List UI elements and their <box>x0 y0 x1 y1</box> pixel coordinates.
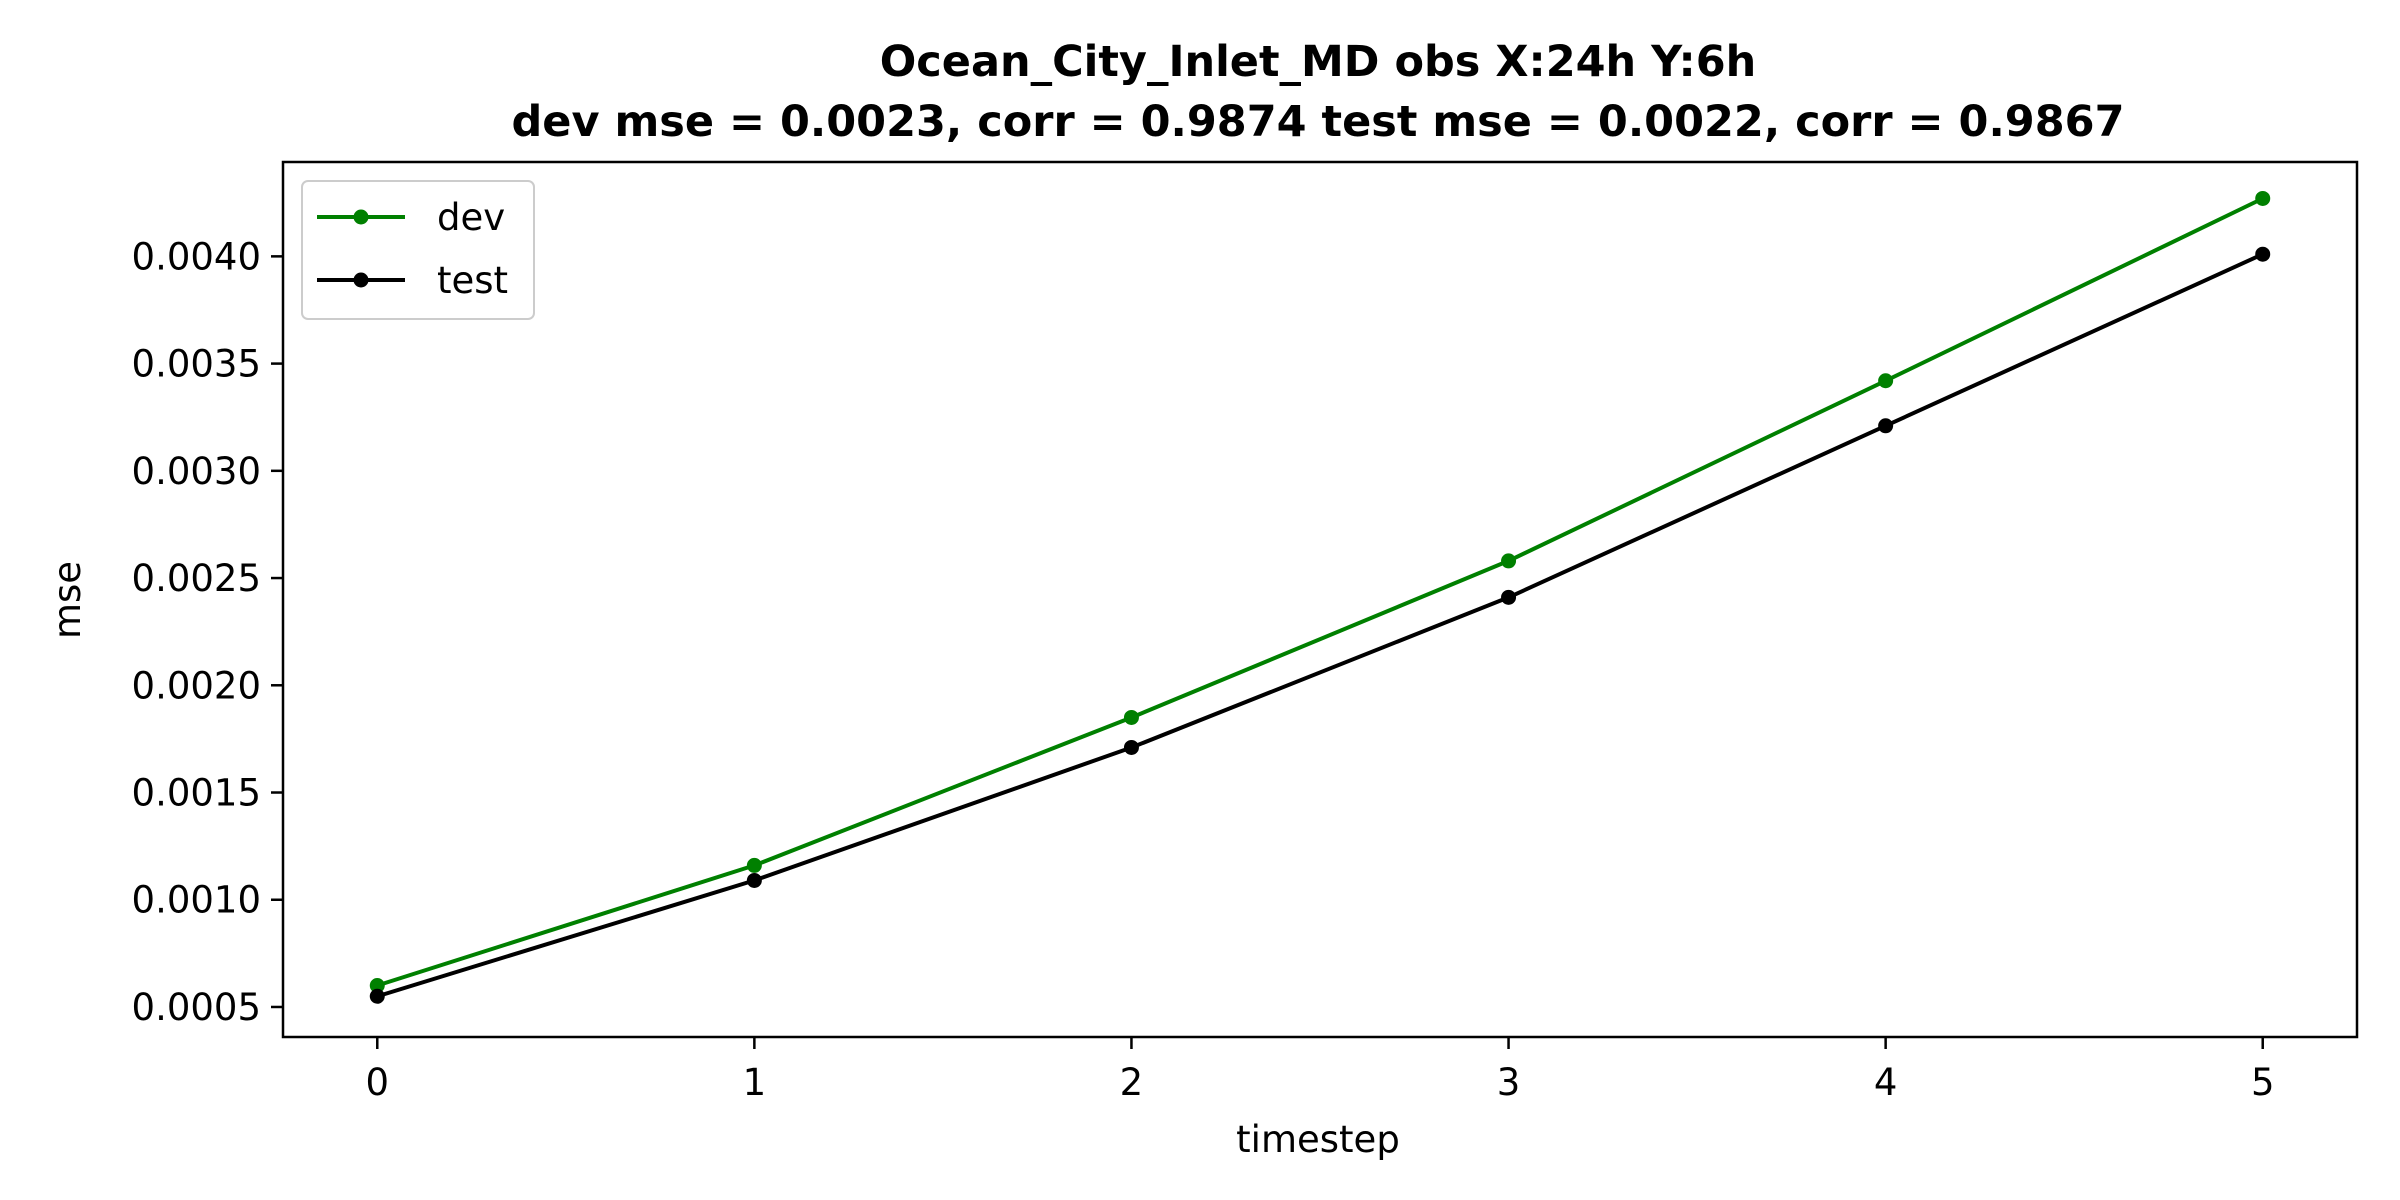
y-tick-label: 0.0025 <box>132 557 261 600</box>
dev-data-point <box>1878 373 1894 389</box>
y-axis: 0.0005 0.0010 0.0015 0.0020 0.0025 0.0030 0.00… <box>132 235 283 1029</box>
x-tick-label: 5 <box>2251 1061 2275 1104</box>
legend-dev-label: dev <box>437 196 505 239</box>
x-tick-label: 3 <box>1497 1061 1521 1104</box>
y-axis-label: mse <box>46 561 89 639</box>
y-tick-label: 0.0040 <box>132 235 261 278</box>
y-tick-label: 0.0020 <box>132 664 261 707</box>
y-tick-label: 0.0005 <box>132 986 261 1029</box>
test-series-line <box>376 252 2264 999</box>
x-axis: 0 1 2 3 4 5 <box>365 1037 2275 1104</box>
test-data-point <box>1123 739 1139 755</box>
y-tick-label: 0.0035 <box>132 343 261 386</box>
dev-series-line <box>376 196 2264 988</box>
legend: dev test <box>301 180 535 320</box>
x-tick-label: 1 <box>743 1061 767 1104</box>
x-tick-label: 2 <box>1120 1061 1144 1104</box>
plot-area <box>369 190 2271 1004</box>
test-data-point <box>1878 418 1894 434</box>
chart-title: Ocean_City_Inlet_MD obs X:24h Y:6h <box>880 37 1757 87</box>
legend-dev-marker <box>353 209 369 225</box>
axes-frame <box>281 160 2359 1039</box>
dev-data-point <box>1501 553 1517 569</box>
test-data-point <box>1501 589 1517 605</box>
dev-data-point <box>2255 190 2271 206</box>
x-tick-label: 4 <box>1874 1061 1898 1104</box>
y-tick-label: 0.0010 <box>132 879 261 922</box>
legend-test-marker <box>353 272 369 288</box>
x-axis-label: timestep <box>1236 1118 1400 1161</box>
chart-subtitle: dev mse = 0.0023, corr = 0.9874 test mse… <box>512 97 2125 147</box>
y-tick-label: 0.0030 <box>132 450 261 493</box>
legend-test-label: test <box>437 259 508 302</box>
x-tick-label: 0 <box>365 1061 389 1104</box>
test-data-point <box>2255 246 2271 262</box>
test-data-point <box>369 988 385 1004</box>
dev-data-point <box>1123 709 1139 725</box>
y-tick-label: 0.0015 <box>132 772 261 815</box>
dev-data-point <box>369 978 385 994</box>
test-data-point <box>746 872 762 888</box>
dev-data-point <box>746 857 762 873</box>
